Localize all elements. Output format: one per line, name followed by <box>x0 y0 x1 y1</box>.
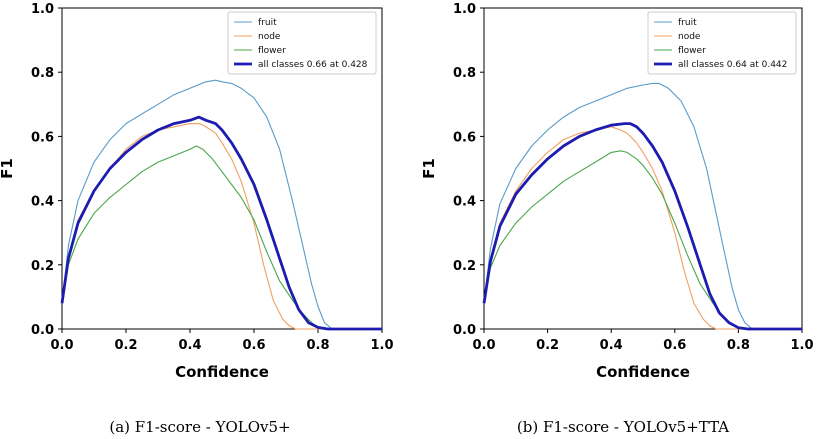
x-tick-label: 0.8 <box>306 338 329 353</box>
figure-caption: (b) F1-score - YOLOv5+TTA <box>517 418 729 436</box>
x-axis-label: Confidence <box>596 363 690 381</box>
x-tick-label: 0.4 <box>178 338 201 353</box>
series-line <box>61 123 382 330</box>
x-tick-label: 0.4 <box>600 338 623 353</box>
series-line <box>483 150 802 330</box>
x-tick-label: 0.2 <box>536 338 559 353</box>
y-tick-label: 1.0 <box>453 2 476 17</box>
y-tick-label: 0.6 <box>453 130 476 145</box>
legend-entry: node <box>258 32 281 42</box>
y-tick-label: 0.8 <box>453 66 476 81</box>
y-tick-label: 0.6 <box>31 130 54 145</box>
legend-entry: all classes 0.66 at 0.428 <box>258 60 368 70</box>
y-tick-label: 0.4 <box>453 195 476 210</box>
plot-frame <box>483 7 803 330</box>
y-axis-label: F1 <box>420 158 438 179</box>
legend-box <box>227 11 377 75</box>
y-tick-label: 0.4 <box>31 195 54 210</box>
x-tick-label: 1.0 <box>790 338 813 353</box>
y-tick-label: 0.8 <box>31 66 54 81</box>
x-axis-label: Confidence <box>175 363 269 381</box>
y-tick-label: 0.2 <box>31 259 54 274</box>
y-axis-label: F1 <box>0 158 16 179</box>
chart-panel-a: 0.0 0.2 0.4 0.6 0.8 1.0 0.0 0.2 0.4 0.6 0.8 1.0 Conf… <box>0 2 394 436</box>
x-tick-label: 0.8 <box>727 338 750 353</box>
x-tick-label: 0.0 <box>472 338 495 353</box>
plot-frame <box>61 7 383 330</box>
y-tick-label: 0.0 <box>31 323 54 338</box>
series-line <box>61 145 382 330</box>
x-tick-label: 0.2 <box>114 338 137 353</box>
y-tick-label: 0.2 <box>453 259 476 274</box>
x-tick-label: 0.6 <box>242 338 265 353</box>
series-line <box>482 122 802 331</box>
legend-entry: node <box>678 32 701 42</box>
legend-entry: flower <box>678 46 706 56</box>
legend-entry: fruit <box>258 18 277 28</box>
x-tick-label: 0.6 <box>663 338 686 353</box>
chart-panel-b: 0.0 0.2 0.4 0.6 0.8 1.0 0.0 0.2 0.4 0.6 0.8 1.0 Conf… <box>420 2 814 436</box>
figure-caption: (a) F1-score - YOLOv5+ <box>109 418 290 436</box>
series-line <box>483 82 802 330</box>
y-tick-label: 0.0 <box>453 323 476 338</box>
legend-entry: fruit <box>678 18 697 28</box>
x-tick-label: 1.0 <box>370 338 393 353</box>
series-line <box>61 79 382 330</box>
legend-entry: flower <box>258 46 286 56</box>
y-tick-label: 1.0 <box>31 2 54 17</box>
series-line <box>60 115 382 331</box>
legend-box <box>647 11 797 75</box>
legend-entry: all classes 0.64 at 0.442 <box>678 60 787 70</box>
series-line <box>483 126 802 330</box>
x-tick-label: 0.0 <box>50 338 73 353</box>
